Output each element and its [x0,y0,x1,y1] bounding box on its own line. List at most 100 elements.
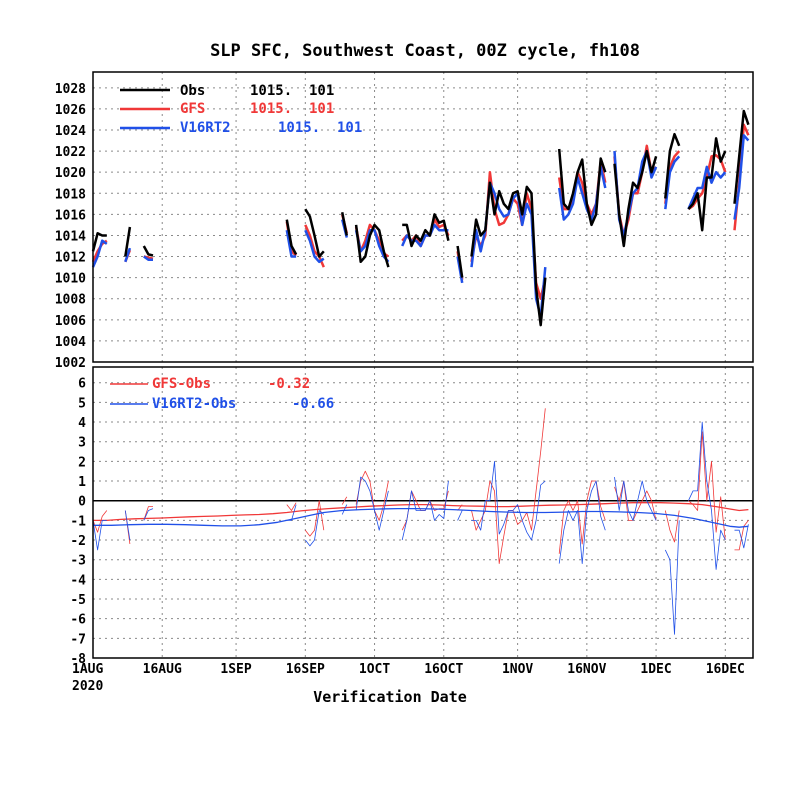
top-obs-line [285,219,298,256]
bottom-v16rt2-obs-line [664,520,680,635]
top-v16rt2-line [124,247,132,263]
top-obs-line [733,109,750,204]
bottom-y-axis: -8 -7 -6 -5 -4 -3 -2 -1 0 1 2 3 4 5 6 [70,377,86,667]
top-panel: 1002 1004 1006 1008 1010 1012 1014 1016 1018 1020… [55,72,753,371]
bottom-y-tick-label: 0 [78,495,86,510]
x-tick-label: 16OCT [424,662,463,677]
x-tick-label: 16NOV [567,662,606,677]
top-v16rt2-line [285,229,297,258]
bottom-gfs-obs-line [664,510,680,543]
top-obs-line [340,212,349,236]
top-v16rt2-line [304,229,325,264]
x-tick-label: 1OCT [359,662,390,677]
top-v16rt2-line [91,239,108,268]
legend-label-gfs: GFS [180,101,205,117]
top-obs-line [91,232,107,252]
top-y-tick-label: 1020 [55,166,86,181]
bottom-v16rt2-obs-line [457,510,463,521]
top-obs-line [354,223,390,268]
top-y-tick-label: 1004 [55,335,86,350]
top-obs-line [613,149,658,248]
bottom-frame [92,366,754,659]
bottom-y-tick-label: -5 [70,593,86,608]
legend-stats-v16: 1015. 101 [278,120,362,136]
bottom-y-tick-label: -2 [70,534,86,549]
top-y-tick-label: 1012 [55,251,86,266]
bottom-y-tick-label: -3 [70,554,86,569]
top-obs-line [402,213,450,248]
top-y-tick-label: 1002 [55,356,86,371]
top-y-tick-label: 1024 [55,124,86,139]
bottom-y-tick-label: -8 [70,652,86,667]
top-v16rt2-line [664,155,681,210]
bottom-y-tick-label: 4 [78,416,86,431]
bottom-y-tick-label: 3 [78,436,86,451]
top-y-axis: 1002 1004 1006 1008 1010 1012 1014 1016 1018 1020… [55,82,86,371]
bottom-gfs-obs-line [614,480,657,521]
bottom-series [92,408,749,635]
top-obs-line [142,245,154,257]
top-v16rt2-line [687,165,727,210]
top-series [91,109,750,327]
bottom-v16rt2-obs-line [558,480,606,564]
legend-stats-gfs: 1015. 101 [250,101,334,117]
bottom-legend: GFS-Obs -0.32 V16RT2-Obs -0.66 [110,376,334,412]
top-obs-line [304,208,325,258]
bottom-gfs-obs-line [355,470,389,521]
top-obs-line [664,132,681,199]
legend-stats-gfs-obs: -0.32 [268,376,310,392]
bottom-v16rt2-obs-line [401,480,449,541]
bottom-v16rt2-obs-line [614,477,657,521]
x-tick-label: 1NOV [502,662,533,677]
bottom-v16rt2-obs-mean-line [93,507,749,528]
bottom-v16rt2-obs-line [341,504,348,515]
top-y-tick-label: 1016 [55,208,86,223]
x-tick-label: 1SEP [220,662,251,677]
bottom-y-tick-label: -1 [70,514,86,529]
x-year-label: 2020 [72,679,103,694]
chart-title: SLP SFC, Southwest Coast, 00Z cycle, fh1… [210,41,640,61]
bottom-v16rt2-obs-line [143,508,154,521]
bottom-v16rt2-obs-line [734,524,749,549]
top-y-tick-label: 1018 [55,187,86,202]
bottom-y-tick-label: 1 [78,475,86,490]
bottom-y-tick-label: 2 [78,455,86,470]
x-axis-label: Verification Date [313,688,467,706]
top-v16rt2-line [733,134,750,220]
legend-label-v16-obs: V16RT2-Obs [152,396,236,412]
top-obs-line [470,181,547,327]
bottom-y-tick-label: 5 [78,396,86,411]
top-y-tick-label: 1006 [55,314,86,329]
x-tick-label: 16SEP [286,662,325,677]
bottom-gfs-obs-line [558,480,606,554]
x-tick-label: 16AUG [143,662,182,677]
top-legend: Obs 1015. 101 GFS 1015. 101 V16RT2 1015.… [120,83,362,136]
bottom-v16rt2-obs-line [92,520,107,551]
bottom-gfs-obs-line [304,500,325,537]
bottom-gfs-obs-line [341,496,348,505]
legend-stats-obs: 1015. 101 [250,83,334,99]
bottom-v16rt2-obs-line [304,510,325,547]
bottom-v16rt2-obs-line [688,421,726,570]
x-tick-label: 1AUG [72,662,103,677]
top-frame [92,71,754,363]
bottom-panel: -8 -7 -6 -5 -4 -3 -2 -1 0 1 2 3 4 5 6 GFS-Obs -0.32 V1… [70,367,753,667]
top-y-tick-label: 1014 [55,229,86,244]
legend-label-obs: Obs [180,83,205,99]
bottom-gfs-obs-line [92,510,108,533]
bottom-v16rt2-obs-line [355,476,389,531]
bottom-y-tick-label: -4 [70,573,86,588]
top-y-tick-label: 1022 [55,145,86,160]
top-y-tick-label: 1008 [55,293,86,308]
legend-stats-v16-obs: -0.66 [292,396,334,412]
bottom-y-tick-label: -6 [70,613,86,628]
bottom-gfs-obs-mean-line [93,502,749,522]
top-obs-line [557,148,607,227]
bottom-gfs-obs-line [688,431,726,541]
top-y-tick-label: 1026 [55,103,86,118]
bottom-y-tick-label: -7 [70,632,86,647]
bottom-grid [92,367,753,658]
top-v16rt2-line [143,255,153,261]
top-obs-line [456,245,464,278]
